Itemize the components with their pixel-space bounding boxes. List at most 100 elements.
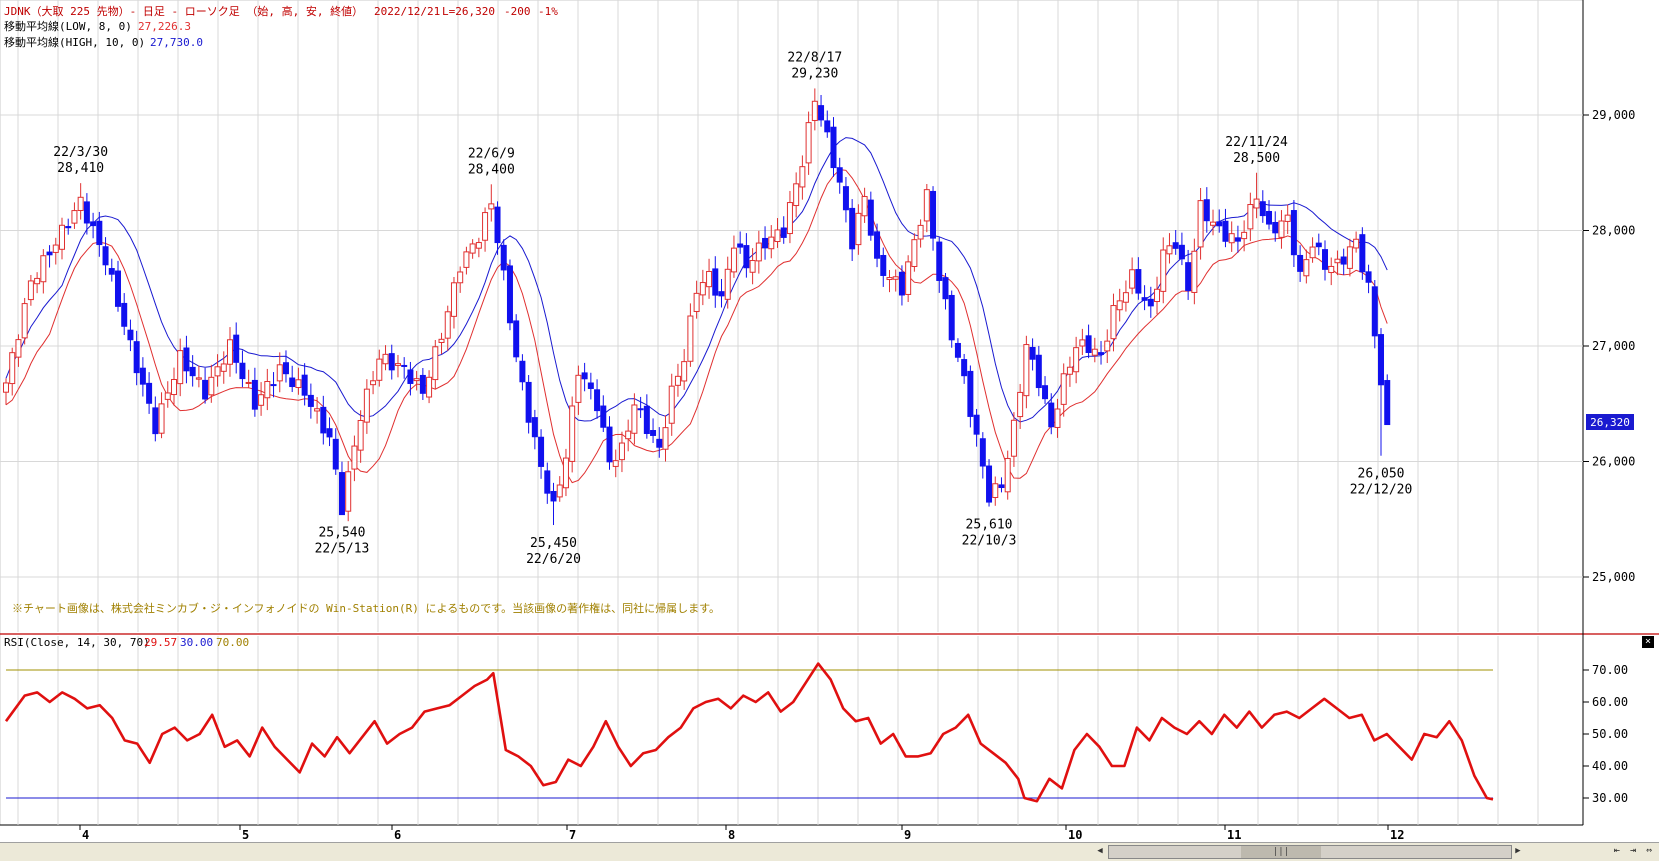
zoom-in-icon[interactable]: ⇥ <box>1629 845 1637 856</box>
candle <box>83 193 90 235</box>
candle <box>1085 324 1092 359</box>
candle-body <box>519 360 526 383</box>
candle <box>46 245 53 268</box>
candle <box>307 383 314 419</box>
candle-body <box>1104 340 1111 352</box>
annotation-date: 22/12/20 <box>1350 483 1413 498</box>
candle <box>594 379 601 419</box>
candle-body <box>780 227 787 238</box>
candle <box>401 357 408 379</box>
horizontal-scrollbar[interactable]: ||| <box>1108 845 1512 859</box>
candle-body <box>320 406 327 434</box>
candle-body <box>158 403 165 434</box>
candle-body <box>1079 339 1086 347</box>
fit-icon[interactable]: ⇔ <box>1645 845 1653 856</box>
rsi-tick-label: 60.00 <box>1592 695 1628 709</box>
candle <box>90 212 97 239</box>
last-price-tag <box>1586 414 1634 430</box>
close-rsi-pane-icon[interactable]: × <box>1642 636 1654 648</box>
candle <box>1048 393 1055 435</box>
candle <box>923 184 930 233</box>
candle-body <box>1378 334 1385 386</box>
last-price-text: L=26,320 <box>442 5 495 18</box>
candle-body <box>1197 200 1204 248</box>
candle-body <box>1384 380 1391 426</box>
candle <box>326 417 333 447</box>
candle <box>618 431 625 473</box>
candle-body <box>1216 221 1223 227</box>
change-value: -200 <box>504 5 531 18</box>
month-label: 6 <box>394 828 401 842</box>
annotation-date: 22/8/17 <box>787 50 842 65</box>
candle <box>538 429 545 479</box>
price-chart[interactable] <box>3 88 1391 526</box>
candle-body <box>133 341 140 374</box>
candle-body <box>1315 242 1322 248</box>
candle-body <box>1185 262 1192 291</box>
candle-body <box>575 374 582 403</box>
candle-body <box>419 374 426 394</box>
scroll-left-icon[interactable]: ◀ <box>1097 846 1103 856</box>
candle-body <box>786 202 793 235</box>
candle-body <box>1073 347 1080 373</box>
candle <box>911 233 918 272</box>
candle-body <box>762 237 769 249</box>
annotation-date: 22/6/9 <box>468 146 515 161</box>
candle <box>233 322 240 374</box>
candle-body <box>998 484 1005 489</box>
candle <box>1191 238 1198 305</box>
candle <box>1365 264 1372 294</box>
candle-body <box>245 381 252 384</box>
candle <box>488 184 495 222</box>
candle <box>108 258 115 282</box>
annotation-value: 28,400 <box>468 162 515 177</box>
price-tick-label: 27,000 <box>1592 339 1635 353</box>
candle <box>320 395 327 445</box>
candle <box>818 95 825 127</box>
rsi-chart[interactable] <box>4 662 1494 803</box>
scroll-right-icon[interactable]: ▶ <box>1515 846 1521 856</box>
candle <box>146 372 153 414</box>
candle-body <box>270 384 277 387</box>
zoom-out-icon[interactable]: ⇤ <box>1613 845 1621 856</box>
candle <box>357 410 364 463</box>
candle-body <box>681 361 688 382</box>
candle-body <box>370 380 377 386</box>
candle-body <box>58 224 65 250</box>
ma-high-label: 移動平均線(HIGH, 10, 0) <box>4 35 145 49</box>
candle-body <box>805 122 812 164</box>
candle <box>849 199 856 261</box>
candle-body <box>606 426 613 463</box>
scroll-thumb[interactable]: ||| <box>1241 846 1321 858</box>
candle-body <box>755 242 762 262</box>
candle-body <box>1272 221 1279 234</box>
candle <box>419 368 426 401</box>
rsi-tick-label: 70.00 <box>1592 663 1628 677</box>
candle-body <box>1353 238 1360 249</box>
chart-canvas: 25,000 26,000 27,000 28,000 29,000 30.00 40.00… <box>0 0 1659 842</box>
chart-title: JDNK（大取 225 先物）- 日足 - ローソク足 （始, 高, 安, 終値… <box>4 4 363 18</box>
candle <box>979 432 986 479</box>
candle <box>426 370 433 404</box>
candle-body <box>892 276 899 280</box>
candle <box>1104 329 1111 364</box>
candle <box>1322 240 1329 281</box>
candle <box>730 235 737 278</box>
candle-body <box>382 353 389 365</box>
candle <box>643 394 650 439</box>
candle-body <box>650 430 657 436</box>
candle-body <box>1129 269 1136 289</box>
candle-body <box>724 268 731 300</box>
candle <box>1116 288 1123 322</box>
candle-body <box>251 379 258 410</box>
candle <box>1378 328 1385 456</box>
candle <box>550 482 557 526</box>
candle <box>811 88 818 131</box>
candle <box>407 361 414 396</box>
candle-body <box>170 379 177 396</box>
candle-body <box>737 243 744 248</box>
candle-body <box>1066 366 1073 375</box>
candle <box>1284 204 1291 235</box>
candle-body <box>1284 214 1291 222</box>
candle <box>961 353 968 384</box>
